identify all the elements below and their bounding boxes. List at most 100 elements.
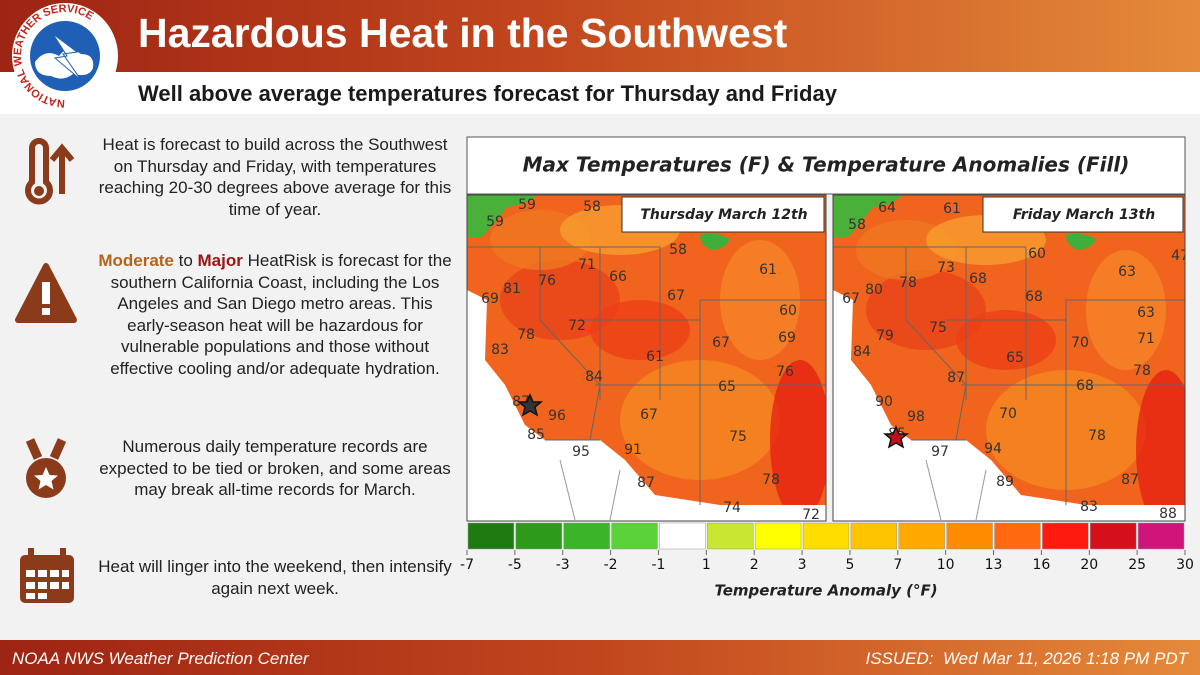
medal-ribbon bbox=[25, 438, 67, 460]
max-temp: 67 bbox=[640, 407, 658, 423]
max-temp: 96 bbox=[548, 408, 566, 424]
panel-title: Max Temperatures (F) & Temperature Anoma… bbox=[523, 153, 1130, 177]
major: Major bbox=[197, 251, 243, 270]
max-temp: 58 bbox=[583, 199, 601, 215]
max-temp: 88 bbox=[1159, 506, 1177, 522]
header: Hazardous Heat in the Southwest bbox=[0, 0, 1200, 72]
max-temp: 64 bbox=[878, 200, 896, 216]
colorbar-tick-label: -2 bbox=[604, 557, 618, 573]
max-temp: 90 bbox=[875, 394, 893, 410]
colorbar-tick-label: 30 bbox=[1176, 557, 1194, 573]
max-temp: 47 bbox=[1171, 248, 1189, 264]
calendar-ring bbox=[60, 548, 66, 562]
moderate: Moderate bbox=[98, 251, 174, 270]
color-box bbox=[659, 522, 706, 550]
colorbar-tick-label: 16 bbox=[1032, 557, 1050, 573]
color-box bbox=[994, 522, 1041, 550]
color-box bbox=[1090, 522, 1137, 550]
colorbar-tick-label: 20 bbox=[1080, 557, 1098, 573]
colorbar-tick-label: -1 bbox=[651, 557, 665, 573]
max-temp: 78 bbox=[899, 275, 917, 291]
map: 64 61 58 60 73 68 78 63 47 80 67 68 63 75 79 70 71 84 65 87… bbox=[833, 195, 1189, 522]
max-temp: 84 bbox=[585, 369, 603, 385]
ocean-mexico bbox=[467, 290, 826, 521]
green-patch bbox=[1066, 233, 1096, 250]
calendar-icon bbox=[20, 555, 74, 603]
calendar-ring bbox=[28, 548, 34, 562]
max-temp: 68 bbox=[1076, 378, 1094, 394]
max-temp: 72 bbox=[568, 318, 586, 334]
max-temp: 61 bbox=[646, 349, 664, 365]
color-box bbox=[850, 522, 898, 550]
max-temp: 79 bbox=[876, 328, 894, 344]
green-patch bbox=[833, 195, 903, 237]
mexico-outline bbox=[559, 459, 621, 521]
max-temp: 97 bbox=[931, 444, 949, 460]
max-temp: 66 bbox=[609, 269, 627, 285]
color-box bbox=[563, 522, 610, 550]
max-temp: 67 bbox=[842, 291, 860, 307]
max-temp: 63 bbox=[1137, 305, 1155, 321]
day-label: Friday March 13th bbox=[1013, 207, 1155, 223]
anomaly-patch bbox=[866, 270, 986, 350]
max-temp: 83 bbox=[1080, 499, 1098, 515]
max-temp: 72 bbox=[802, 507, 820, 523]
color-box bbox=[1042, 522, 1089, 550]
color-box bbox=[1137, 522, 1185, 550]
max-temp: 70 bbox=[999, 406, 1017, 422]
color-box bbox=[611, 522, 658, 550]
green-patch bbox=[467, 195, 537, 237]
map-panel: Max Temperatures (F) & Temperature Anoma… bbox=[460, 136, 1194, 600]
colorbar-tick-label: 2 bbox=[750, 557, 759, 573]
text: HeatRisk is forecast for the southern Ca… bbox=[110, 251, 452, 378]
max-temp: 91 bbox=[624, 442, 642, 458]
anomaly-patch bbox=[1136, 370, 1185, 521]
max-temp: 69 bbox=[481, 291, 499, 307]
day-label-box bbox=[982, 196, 1184, 233]
max-temp: 75 bbox=[929, 320, 947, 336]
max-temp: 80 bbox=[865, 282, 883, 298]
max-temp: 84 bbox=[853, 344, 871, 360]
max-temp: 60 bbox=[779, 303, 797, 319]
color-box bbox=[898, 522, 945, 550]
max-temp: 69 bbox=[778, 330, 796, 346]
max-temp: 76 bbox=[776, 364, 794, 380]
max-temp: 89 bbox=[996, 474, 1014, 490]
colorbar-tick-label: 5 bbox=[845, 557, 854, 573]
warning-dot bbox=[42, 308, 50, 315]
max-temp: 63 bbox=[1118, 264, 1136, 280]
color-box bbox=[946, 522, 993, 550]
max-temp: 78 bbox=[517, 327, 535, 343]
color-box bbox=[802, 522, 850, 550]
color-box bbox=[467, 522, 515, 550]
colorbar-tick-label: -7 bbox=[460, 557, 474, 573]
max-temp: 68 bbox=[969, 271, 987, 287]
max-temp: 73 bbox=[937, 260, 955, 276]
max-temp: 78 bbox=[1133, 363, 1151, 379]
max-temp: 67 bbox=[667, 288, 685, 304]
bullet: Numerous daily temperature records are e… bbox=[99, 437, 451, 499]
max-temp: 58 bbox=[669, 242, 687, 258]
max-temp: 83 bbox=[491, 342, 509, 358]
max-temp: 70 bbox=[1071, 335, 1089, 351]
max-temp: 68 bbox=[1025, 289, 1043, 305]
max-temp: 95 bbox=[572, 444, 590, 460]
warning-bar bbox=[42, 282, 50, 304]
mexico-outline bbox=[925, 459, 987, 521]
footer: NOAA NWS Weather Prediction Center ISSUE… bbox=[0, 640, 1200, 675]
logo: NATIONAL WEATHER SERVICE bbox=[12, 3, 118, 109]
subtitle-bar: Well above average temperatures forecast… bbox=[0, 72, 1200, 114]
la-star bbox=[516, 393, 544, 417]
footer-right: ISSUED: Wed Mar 11, 2026 1:18 PM PDT bbox=[865, 649, 1188, 668]
colorbar-tick-label: -5 bbox=[508, 557, 522, 573]
max-temp: 76 bbox=[538, 273, 556, 289]
colorbar-tick-label: 13 bbox=[985, 557, 1003, 573]
max-temp: 71 bbox=[578, 257, 596, 273]
max-temp: 98 bbox=[907, 409, 925, 425]
max-temp: 61 bbox=[943, 201, 961, 217]
anomaly-patch bbox=[770, 360, 826, 520]
calendar-grid bbox=[26, 570, 69, 599]
bullet: Heat is forecast to build across the Sou… bbox=[98, 135, 452, 219]
panel-title-box bbox=[466, 136, 1186, 195]
